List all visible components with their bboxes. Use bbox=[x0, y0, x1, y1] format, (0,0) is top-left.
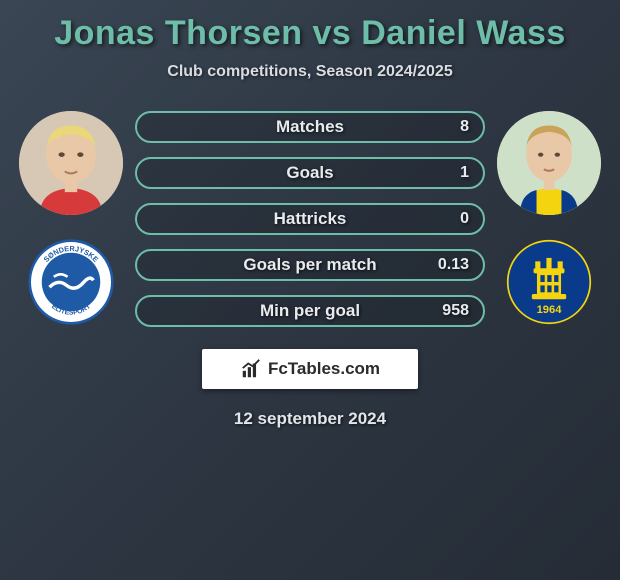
badge-year: 1964 bbox=[537, 304, 563, 316]
stat-value-right: 0.13 bbox=[438, 256, 469, 274]
stat-row-mpg: Min per goal 958 bbox=[135, 295, 485, 327]
stat-row-matches: Matches 8 bbox=[135, 111, 485, 143]
comparison-card: Jonas Thorsen vs Daniel Wass Club compet… bbox=[0, 0, 620, 429]
stat-row-gpm: Goals per match 0.13 bbox=[135, 249, 485, 281]
stat-row-hattricks: Hattricks 0 bbox=[135, 203, 485, 235]
badge-left-icon: SØNDERJYSKE ELITESPORT bbox=[28, 239, 114, 325]
player-right-avatar bbox=[497, 111, 601, 215]
player-left-avatar bbox=[19, 111, 123, 215]
stat-row-goals: Goals 1 bbox=[135, 157, 485, 189]
avatar-right-icon bbox=[497, 111, 601, 215]
right-column: 1964 bbox=[489, 111, 609, 325]
stat-value-right: 1 bbox=[460, 164, 469, 182]
left-column: SØNDERJYSKE ELITESPORT bbox=[11, 111, 131, 325]
chart-icon bbox=[240, 358, 262, 380]
date-text: 12 september 2024 bbox=[234, 409, 386, 429]
stat-label: Matches bbox=[276, 117, 344, 137]
stat-label: Min per goal bbox=[260, 301, 360, 321]
club-right-badge: 1964 bbox=[506, 239, 592, 325]
subtitle: Club competitions, Season 2024/2025 bbox=[167, 63, 452, 81]
stat-value-right: 958 bbox=[442, 302, 469, 320]
brand-text: FcTables.com bbox=[268, 359, 380, 379]
badge-right-icon: 1964 bbox=[506, 239, 592, 325]
stats-column: Matches 8 Goals 1 Hattricks 0 Goals per … bbox=[135, 111, 485, 327]
page-title: Jonas Thorsen vs Daniel Wass bbox=[54, 14, 566, 53]
brand-box[interactable]: FcTables.com bbox=[202, 349, 418, 389]
stat-label: Goals per match bbox=[243, 255, 376, 275]
avatar-left-icon bbox=[19, 111, 123, 215]
stat-value-right: 0 bbox=[460, 210, 469, 228]
club-left-badge: SØNDERJYSKE ELITESPORT bbox=[28, 239, 114, 325]
stat-label: Goals bbox=[286, 163, 333, 183]
stat-value-right: 8 bbox=[460, 118, 469, 136]
stat-label: Hattricks bbox=[274, 209, 347, 229]
main-row: SØNDERJYSKE ELITESPORT Matches 8 Goals 1 bbox=[0, 111, 620, 327]
